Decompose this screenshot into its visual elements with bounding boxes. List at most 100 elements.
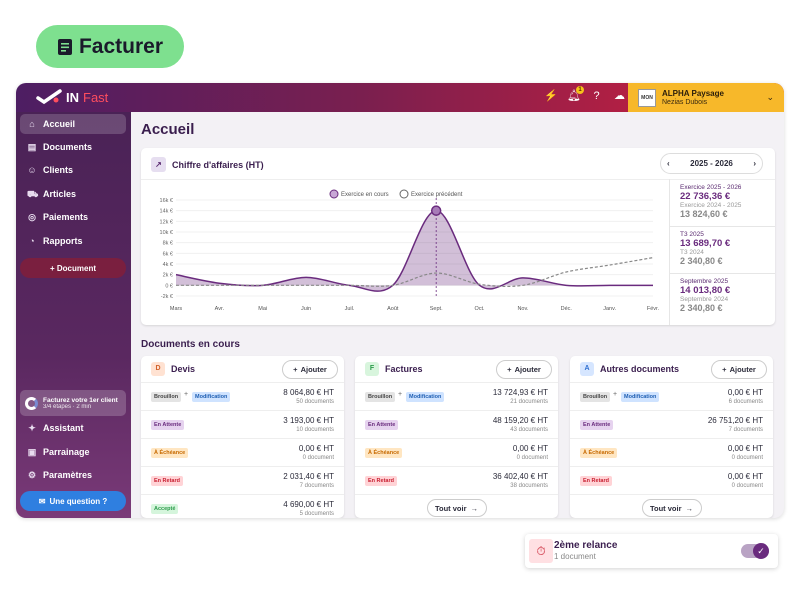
x-tick-label: Mai bbox=[258, 306, 267, 312]
status-row[interactable]: Accepté 4 690,00 € HT 5 documents bbox=[141, 495, 344, 518]
x-tick-label: Déc. bbox=[561, 306, 573, 312]
sidebar-item-clients[interactable]: ☺ Clients bbox=[20, 160, 126, 180]
period-selector: ‹ 2025 - 2026 › bbox=[660, 153, 763, 174]
sidebar-item-documents[interactable]: ▤ Documents bbox=[20, 137, 126, 157]
onboarding-card[interactable]: Facturez votre 1er client 3/4 étapes · 2… bbox=[20, 390, 126, 416]
stats-panel: Exercice 2025 - 2026 22 736,36 € Exercic… bbox=[670, 180, 775, 321]
see-all-button[interactable]: Tout voir → bbox=[426, 499, 487, 517]
infast-logo[interactable]: IN Fast bbox=[36, 89, 108, 105]
divider bbox=[141, 179, 775, 180]
see-all-button[interactable]: Tout voir → bbox=[641, 499, 702, 517]
x-tick-label: Nov. bbox=[517, 306, 528, 312]
logo-text-fast: Fast bbox=[83, 89, 109, 105]
clients-icon: ☺ bbox=[27, 165, 37, 175]
toast-subtitle: 1 document bbox=[554, 552, 596, 561]
status-row[interactable]: En Retard 0,00 € HT 0 document bbox=[570, 467, 773, 495]
question-button[interactable]: ✉ Une question ? bbox=[20, 491, 126, 511]
x-tick-label: Oct. bbox=[474, 306, 485, 312]
lightning-icon[interactable]: ⚡ bbox=[544, 90, 558, 102]
status-row[interactable]: Brouillon + Modification 13 724,93 € HT 21 d… bbox=[355, 383, 558, 411]
cart-icon: ⛟ bbox=[27, 189, 39, 199]
status-badge: Brouillon bbox=[580, 392, 611, 402]
stat-value-previous: 13 824,60 € bbox=[680, 209, 728, 219]
x-tick-label: Juin bbox=[301, 306, 311, 312]
row-amount: 36 402,40 € HT bbox=[492, 472, 548, 481]
sidebar-item-assistant[interactable]: ✦ Assistant bbox=[20, 418, 126, 438]
x-tick-label: Avr. bbox=[215, 306, 225, 312]
status-badge: Brouillon bbox=[151, 392, 182, 402]
status-row[interactable]: À Échéance 0,00 € HT 0 document bbox=[355, 439, 558, 467]
main-content: Accueil ↗ Chiffre d'affaires (HT) ‹ 2025 … bbox=[131, 112, 784, 518]
row-count: 0 document bbox=[731, 483, 763, 489]
status-badge: À Échéance bbox=[365, 448, 403, 458]
status-row[interactable]: À Échéance 0,00 € HT 0 document bbox=[570, 439, 773, 467]
sidebar-item-paiements[interactable]: ◎ Paiements bbox=[20, 207, 126, 227]
card-title: Factures bbox=[385, 364, 423, 374]
stat-value-previous: 2 340,80 € bbox=[680, 303, 723, 313]
row-amount: 26 751,20 € HT bbox=[707, 416, 763, 425]
status-row[interactable]: En Retard 36 402,40 € HT 38 documents bbox=[355, 467, 558, 495]
chevron-left-icon[interactable]: ‹ bbox=[667, 159, 670, 168]
app-window: IN Fast ⚡ 🔔︎ 1 ? ☁ MON ALPHA Paysage Nezia… bbox=[16, 83, 784, 518]
sidebar-item-articles[interactable]: ⛟ Articles bbox=[20, 184, 126, 204]
status-row[interactable]: En Retard 2 031,40 € HT 7 documents bbox=[141, 467, 344, 495]
series-area-exercice-en-cours bbox=[176, 210, 653, 292]
row-amount: 0,00 € HT bbox=[298, 444, 334, 453]
legend-marker bbox=[329, 189, 339, 199]
legend-marker bbox=[399, 189, 409, 199]
gift-icon: ▣ bbox=[27, 447, 37, 457]
invoice-icon bbox=[57, 38, 72, 55]
relance-toast: ⏱ 2ème relance 1 document ✓ bbox=[525, 534, 778, 568]
sidebar-item-label: Parrainage bbox=[43, 447, 90, 457]
help-icon[interactable]: ? bbox=[593, 90, 600, 102]
highlight-point bbox=[430, 205, 442, 216]
sidebar-item-accueil[interactable]: ⌂ Accueil bbox=[20, 114, 126, 134]
new-document-button[interactable]: + Document bbox=[20, 258, 126, 278]
status-row[interactable]: En Attente 48 159,20 € HT 43 documents bbox=[355, 411, 558, 439]
documents-card-devis: D Devis + Ajouter Brouillon + Modification 8 06… bbox=[141, 356, 344, 518]
row-amount: 0,00 € HT bbox=[727, 444, 763, 453]
cloud-icon[interactable]: ☁ bbox=[614, 90, 625, 102]
sidebar: ⌂ Accueil ▤ Documents ☺ Clients ⛟ Articles ◎… bbox=[16, 112, 131, 518]
sidebar-item-rapports[interactable]: ◔ Rapports bbox=[20, 231, 126, 251]
company-selector[interactable]: MON ALPHA Paysage Nezias Dubois ⌄ bbox=[628, 83, 784, 112]
status-row[interactable]: Brouillon + Modification 8 064,80 € HT 50 do… bbox=[141, 383, 344, 411]
row-amount: 0,00 € HT bbox=[727, 388, 763, 397]
add-button[interactable]: + Ajouter bbox=[282, 360, 338, 379]
add-button[interactable]: + Ajouter bbox=[496, 360, 552, 379]
status-row[interactable]: À Échéance 0,00 € HT 0 document bbox=[141, 439, 344, 467]
sidebar-item-label: Paiements bbox=[43, 212, 89, 222]
add-button[interactable]: + Ajouter bbox=[711, 360, 767, 379]
x-tick-label: Janv. bbox=[603, 306, 616, 312]
status-row[interactable]: En Attente 26 751,20 € HT 7 documents bbox=[570, 411, 773, 439]
status-badge: En Retard bbox=[151, 476, 183, 486]
chart-header: ↗ Chiffre d'affaires (HT) bbox=[151, 157, 264, 172]
status-row[interactable]: En Attente 3 193,00 € HT 10 documents bbox=[141, 411, 344, 439]
card-header: F Factures + Ajouter bbox=[355, 356, 558, 383]
card-letter-icon: D bbox=[151, 362, 165, 376]
see-all-label: Tout voir bbox=[434, 503, 467, 513]
stat-value-previous: 2 340,80 € bbox=[680, 256, 723, 266]
x-tick-label: Mars bbox=[170, 306, 182, 312]
plus-icon: + bbox=[722, 365, 727, 374]
reports-icon: ◔ bbox=[29, 236, 35, 246]
bell-icon[interactable]: 🔔︎ 1 bbox=[567, 86, 584, 103]
chevron-right-icon[interactable]: › bbox=[753, 159, 756, 168]
card-header: A Autres documents + Ajouter bbox=[570, 356, 773, 383]
relance-toggle[interactable]: ✓ bbox=[741, 543, 769, 559]
legend-label: Exercice précédent bbox=[411, 192, 463, 198]
status-badge: En Attente bbox=[365, 420, 399, 430]
x-tick-label: Sept. bbox=[430, 306, 443, 312]
stat-label-previous: T3 2024 bbox=[680, 249, 704, 256]
sidebar-item-parrainage[interactable]: ▣ Parrainage bbox=[20, 442, 126, 462]
status-badge: Modification bbox=[406, 392, 445, 402]
logo-mark-icon bbox=[36, 89, 62, 105]
status-badge: Modification bbox=[621, 392, 660, 402]
plus-icon: + bbox=[507, 365, 512, 374]
stat-label: Exercice 2025 - 2026 bbox=[680, 184, 742, 191]
stat-label-previous: Exercice 2024 - 2025 bbox=[680, 202, 742, 209]
logo-text-in: IN bbox=[66, 89, 79, 105]
status-row[interactable]: Brouillon + Modification 0,00 € HT 6 documen… bbox=[570, 383, 773, 411]
sidebar-item-parametres[interactable]: ⚙ Paramètres bbox=[20, 465, 126, 485]
stat-value: 22 736,36 € bbox=[680, 191, 731, 202]
